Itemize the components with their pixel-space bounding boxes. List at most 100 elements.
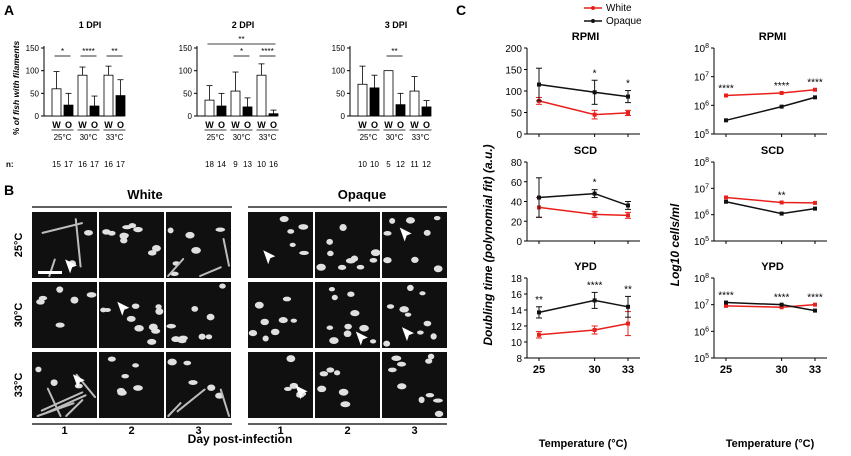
series-line-opaque <box>538 192 629 207</box>
y-tick-label: 108 <box>694 43 709 55</box>
legend-opaque-label: Opaque <box>606 16 642 27</box>
cell <box>299 250 309 255</box>
micrograph-tile <box>248 282 313 348</box>
group-label: 30°C <box>233 133 251 142</box>
x-tick-label: 30 <box>776 364 788 376</box>
bar <box>204 99 215 117</box>
cell <box>55 322 65 328</box>
column-label: 1 <box>61 425 67 437</box>
cell <box>327 250 334 257</box>
bar-label: O <box>65 120 72 130</box>
micrograph-background <box>248 352 313 418</box>
bar-label: O <box>91 120 98 130</box>
y-tick-label: 50 <box>336 89 345 98</box>
column-label: 2 <box>128 425 134 437</box>
cell <box>319 371 329 377</box>
cell <box>370 249 381 257</box>
n-value: 10 <box>370 160 379 169</box>
cell <box>399 306 409 313</box>
cell <box>248 329 258 337</box>
micrograph-tile <box>99 212 164 278</box>
y-tick-label: 12 <box>511 322 523 333</box>
panel-a-chart-title: 3 DPI <box>385 20 408 30</box>
bar <box>230 90 241 117</box>
y-tick-label: 100 <box>505 87 522 98</box>
cell <box>340 401 351 408</box>
series-line-opaque <box>538 83 629 98</box>
y-tick-label: 200 <box>505 44 522 55</box>
series-line-white <box>538 206 629 217</box>
chart-title: RPMI <box>572 31 600 43</box>
filament <box>199 266 222 277</box>
scale-bar <box>38 271 62 274</box>
panel-c-letter: C <box>456 2 466 18</box>
cell <box>207 384 216 391</box>
micrograph-background <box>382 282 447 348</box>
y-tick-label: 0 <box>516 130 522 141</box>
filament <box>46 387 62 417</box>
bar-label: W <box>410 120 419 130</box>
y-tick-label: 80 <box>511 158 523 169</box>
n-value: 17 <box>90 160 99 169</box>
data-point <box>779 211 784 216</box>
group-label: 33°C <box>106 133 124 142</box>
cell <box>284 386 292 391</box>
cell <box>132 363 139 368</box>
n-value: 15 <box>52 160 61 169</box>
significance-label: **** <box>261 47 273 56</box>
cell <box>205 334 213 340</box>
y-tick-label: 106 <box>694 100 709 112</box>
cell <box>167 227 174 234</box>
cell <box>316 263 326 271</box>
series-line-white <box>725 303 816 309</box>
cell <box>359 324 369 332</box>
significance-label: * <box>593 68 597 79</box>
micrograph-background <box>99 212 164 278</box>
y-tick-label: 150 <box>332 44 346 53</box>
cell <box>337 264 347 270</box>
cell <box>326 325 334 330</box>
panel-a-chart-title: 2 DPI <box>232 20 255 30</box>
series-line-white <box>538 100 629 116</box>
bar-label: O <box>423 120 430 130</box>
y-tick-label: 60 <box>511 178 523 189</box>
n-value: 17 <box>64 160 73 169</box>
chart-title: YPD <box>574 261 597 273</box>
significance-label: **** <box>587 280 603 291</box>
significance-label: ** <box>238 35 244 44</box>
data-point <box>724 303 728 308</box>
bar-label: O <box>244 120 251 130</box>
series-line-opaque <box>725 200 816 215</box>
y-tick-label: 10 <box>511 338 523 349</box>
cell <box>331 294 338 301</box>
column-label: 1 <box>277 425 283 437</box>
data-point <box>626 304 630 309</box>
x-tick-label: 25 <box>533 364 545 376</box>
micrograph-tile <box>382 352 447 418</box>
y-tick-label: 20 <box>511 217 523 228</box>
bar <box>256 74 267 117</box>
cell <box>391 355 402 361</box>
panel-a-n-label: n: <box>6 160 14 169</box>
bar <box>383 70 394 117</box>
bar <box>421 106 432 117</box>
cell <box>260 318 269 326</box>
cell <box>56 286 64 293</box>
n-value: 16 <box>78 160 87 169</box>
cell <box>356 264 365 270</box>
micrograph-tile <box>99 352 164 418</box>
x-tick-label: 33 <box>622 364 634 376</box>
cell <box>430 333 437 340</box>
cell <box>427 353 435 360</box>
micrograph-tile <box>248 352 313 418</box>
panel-c-left-xlabel: Temperature (°C) <box>539 438 628 450</box>
y-tick-label: 107 <box>694 300 709 312</box>
y-tick-label: 0 <box>35 112 40 121</box>
cell <box>289 382 299 389</box>
data-point <box>592 328 597 332</box>
legend-opaque-marker <box>591 19 595 23</box>
data-point <box>626 110 630 115</box>
y-tick-label: 108 <box>694 157 709 169</box>
cell <box>433 398 443 403</box>
micrograph-tile <box>382 282 447 348</box>
